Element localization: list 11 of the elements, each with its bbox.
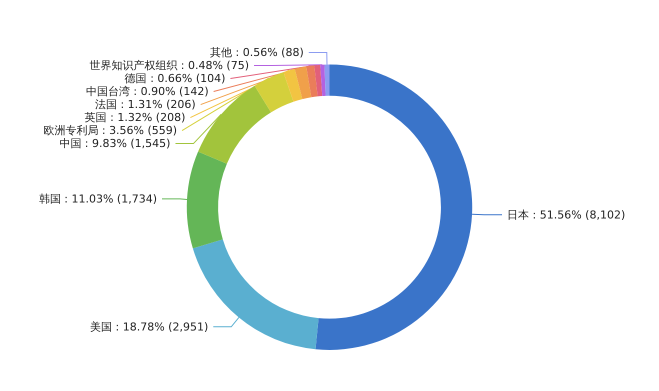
slice-label: 法国 : 1.31% (206) [94, 98, 196, 112]
slice-label: 美国 : 18.78% (2,951) [90, 320, 208, 334]
slice-label: 世界知识产权组织 : 0.48% (75) [89, 59, 250, 72]
slice-label: 中国 : 9.83% (1,545) [59, 137, 170, 150]
slice-label: 中国台湾 : 0.90% (142) [86, 85, 209, 98]
slice-label: 英国 : 1.32% (208) [84, 111, 186, 124]
slice-label: 德国 : 0.66% (104) [124, 72, 226, 86]
slice-label: 日本 : 51.56% (8,102) [507, 208, 626, 222]
slice-label: 欧洲专利局 : 3.56% (559) [43, 124, 178, 138]
slice-label: 韩国 : 11.03% (1,734) [38, 192, 158, 206]
slice-label: 其他 : 0.56% (88) [210, 46, 304, 60]
